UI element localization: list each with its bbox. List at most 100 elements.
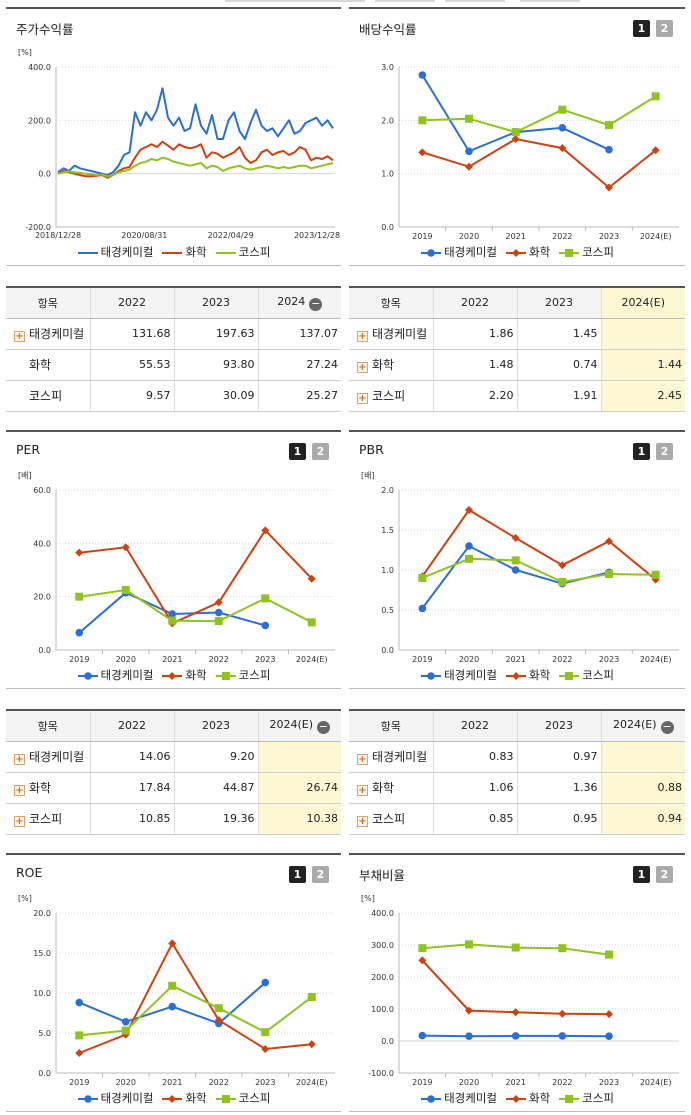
row-label[interactable]: + 태경케미컬: [349, 741, 433, 773]
chart-legend[interactable]: 태경케미컬 화학 코스피: [6, 244, 341, 260]
view-1-button[interactable]: 1: [289, 866, 306, 883]
data-point-코스피: [651, 570, 660, 579]
chart-legend[interactable]: 태경케미컬 화학 코스피: [349, 244, 685, 260]
view-1-button[interactable]: 1: [633, 443, 650, 460]
minus-circle-icon[interactable]: −: [309, 296, 323, 311]
series-line-태경케미컬: [57, 87, 334, 176]
table-row: + 화학 17.84 44.87 26.74: [6, 772, 341, 804]
table-cell: 10.38: [257, 803, 341, 835]
y-tick-label: 0.0: [38, 1069, 51, 1078]
table-cell: 27.24: [257, 349, 341, 381]
expand-plus-icon[interactable]: +: [14, 785, 25, 796]
legend-item[interactable]: 태경케미컬: [77, 667, 153, 683]
view-2-button[interactable]: 2: [312, 443, 329, 460]
expand-plus-icon[interactable]: +: [357, 816, 368, 827]
expand-plus-icon[interactable]: +: [14, 816, 25, 827]
legend-item[interactable]: 코스피: [215, 667, 270, 683]
stock-return-table: 항목 2022 2023 2024− + 태경케미컬 131.68 197.63 137…: [6, 286, 341, 412]
chart-legend[interactable]: 태경케미컬 화학 코스피: [349, 667, 685, 683]
row-label[interactable]: + 화학: [6, 772, 90, 804]
legend-item[interactable]: 화학: [161, 667, 207, 683]
row-label[interactable]: + 태경케미컬: [6, 741, 90, 773]
expand-plus-icon[interactable]: +: [357, 785, 368, 796]
expand-plus-icon[interactable]: +: [357, 331, 368, 342]
legend-item[interactable]: 태경케미컬: [420, 244, 497, 260]
row-label[interactable]: + 코스피: [349, 803, 433, 835]
row-label[interactable]: 코스피: [6, 380, 90, 412]
legend-marker: [168, 671, 177, 680]
col-header-2024: 2024−: [257, 286, 341, 319]
minus-circle-icon[interactable]: −: [660, 719, 674, 734]
table-cell: 131.68: [89, 318, 174, 350]
panel-title: PER: [16, 442, 41, 457]
legend-label: 태경케미컬: [100, 245, 154, 259]
table-cell: 10.85: [89, 803, 174, 835]
view-2-button[interactable]: 2: [656, 443, 673, 460]
row-label[interactable]: + 화학: [349, 349, 433, 381]
chart-legend[interactable]: 태경케미컬 화학 코스피: [6, 1090, 341, 1106]
col-header-2023: 2023: [173, 709, 258, 742]
chart-legend[interactable]: 태경케미컬 화학 코스피: [349, 1090, 685, 1106]
legend-item[interactable]: 화학: [505, 1090, 550, 1106]
row-label[interactable]: + 코스피: [349, 380, 433, 412]
row-label[interactable]: + 태경케미컬: [349, 318, 433, 350]
series-line-코스피: [79, 588, 313, 624]
legend-item[interactable]: 화학: [161, 1090, 207, 1106]
view-1-button[interactable]: 1: [289, 443, 306, 460]
row-label[interactable]: + 코스피: [6, 803, 90, 835]
view-2-button[interactable]: 2: [656, 866, 673, 883]
expand-plus-icon[interactable]: +: [357, 393, 368, 404]
legend-label: 코스피: [238, 245, 271, 259]
legend-item[interactable]: 태경케미컬: [420, 667, 497, 683]
data-point-화학: [605, 537, 613, 546]
legend-item[interactable]: 코스피: [558, 667, 614, 683]
x-tick-label: 2020: [116, 1078, 136, 1087]
expand-plus-icon[interactable]: +: [357, 362, 368, 373]
table-cell: 1.45: [516, 318, 601, 350]
row-label[interactable]: 화학: [6, 349, 90, 381]
x-tick-label: 2021: [162, 655, 182, 664]
legend-item[interactable]: 태경케미컬: [420, 1090, 497, 1106]
expand-plus-icon[interactable]: +: [14, 754, 25, 765]
table-row: + 태경케미컬 14.06 9.20: [6, 741, 341, 773]
legend-item[interactable]: 화학: [161, 244, 207, 260]
expand-plus-icon[interactable]: +: [357, 754, 368, 765]
view-2-button[interactable]: 2: [656, 20, 673, 37]
legend-item[interactable]: 코스피: [558, 1090, 614, 1106]
legend-item[interactable]: 화학: [505, 244, 550, 260]
view-1-button[interactable]: 1: [633, 866, 650, 883]
y-tick-label: 10.0: [33, 989, 51, 998]
legend-item[interactable]: 코스피: [215, 244, 271, 260]
data-point-화학: [511, 534, 520, 542]
row-label[interactable]: + 화학: [349, 772, 433, 804]
x-tick-label: 2023/12/28: [294, 231, 340, 240]
per-table: 항목 2022 2023 2024(E) − + 태경케미컬 14.06 9.20 + 화학…: [6, 709, 341, 835]
legend-swatch: [77, 251, 98, 254]
view-1-button[interactable]: 1: [633, 20, 650, 37]
table-row: + 태경케미컬 0.83 0.97: [349, 741, 685, 773]
x-tick-label: 2019: [69, 655, 89, 664]
x-tick-label: 2020: [459, 655, 479, 664]
data-point-태경케미컬: [605, 145, 613, 154]
expand-plus-icon[interactable]: +: [14, 331, 25, 342]
legend-item[interactable]: 코스피: [215, 1090, 270, 1106]
row-label[interactable]: + 태경케미컬: [6, 318, 90, 350]
legend-item[interactable]: 화학: [505, 667, 550, 683]
table-cell: 19.36: [173, 803, 258, 835]
minus-circle-icon[interactable]: −: [317, 719, 331, 734]
data-point-태경케미컬: [168, 1002, 177, 1011]
legend-item[interactable]: 태경케미컬: [77, 244, 154, 260]
view-2-button[interactable]: 2: [312, 866, 329, 883]
data-point-코스피: [511, 556, 520, 565]
legend-item[interactable]: 코스피: [558, 244, 614, 260]
dividend-yield-table: 항목 2022 2023 2024(E) + 태경케미컬 1.86 1.45 + 화학 1.…: [349, 286, 685, 412]
data-point-코스피: [605, 950, 613, 959]
panel-title: PBR: [359, 442, 384, 457]
data-point-코스피: [511, 943, 520, 952]
chart-legend[interactable]: 태경케미컬 화학 코스피: [6, 667, 341, 683]
legend-item[interactable]: 태경케미컬: [77, 1090, 153, 1106]
y-tick-label: 40.0: [33, 539, 51, 548]
data-point-화학: [75, 548, 84, 557]
